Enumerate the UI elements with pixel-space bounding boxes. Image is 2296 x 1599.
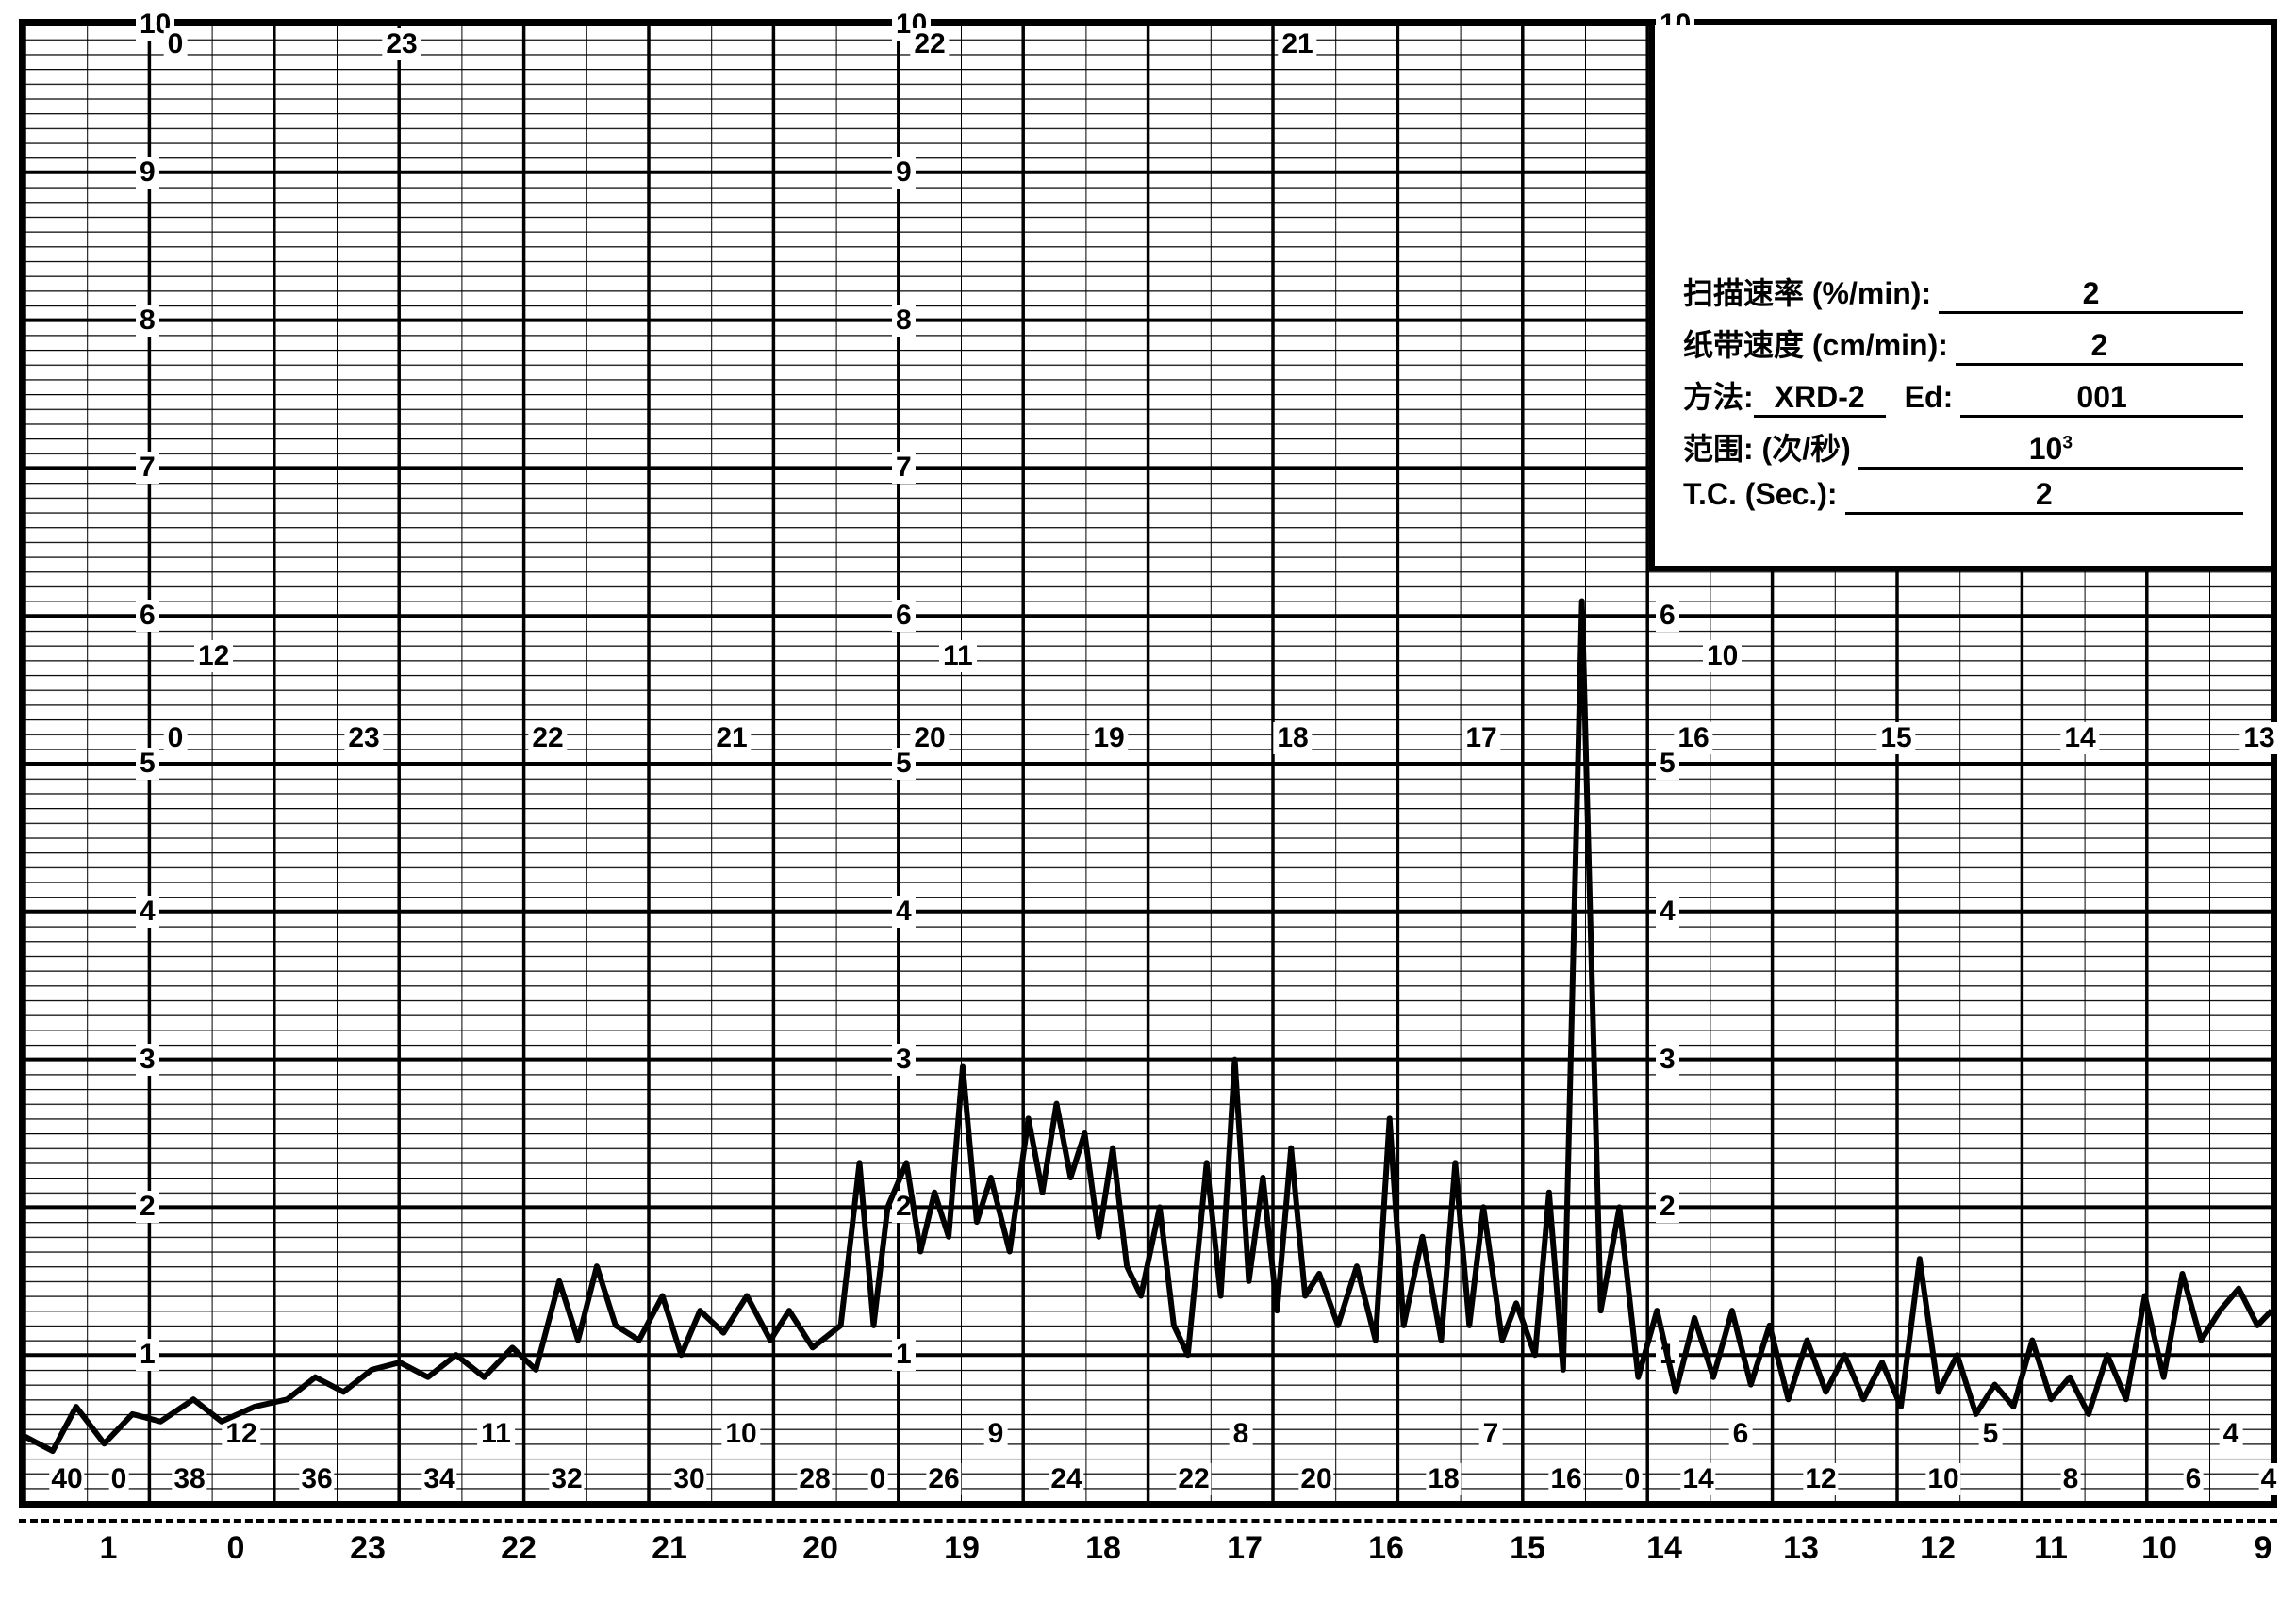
outer-bottom-label: 22 bbox=[501, 1530, 537, 1567]
method-label: 方法: bbox=[1683, 373, 1754, 417]
scan-rate-value: 2 bbox=[1939, 276, 2243, 314]
outer-bottom-label: 1 bbox=[100, 1530, 118, 1567]
range-row: 范围: (次/秒) 103 bbox=[1683, 425, 2243, 470]
outer-bottom-label: 0 bbox=[227, 1530, 245, 1567]
method-value: XRD-2 bbox=[1754, 380, 1886, 418]
outer-bottom-label: 16 bbox=[1368, 1530, 1404, 1567]
range-label: 范围: (次/秒) bbox=[1683, 425, 1851, 469]
outer-bottom-label: 20 bbox=[802, 1530, 838, 1567]
outer-bottom-label: 19 bbox=[944, 1530, 980, 1567]
outer-bottom-label: 15 bbox=[1510, 1530, 1545, 1567]
outer-bottom-label: 21 bbox=[652, 1530, 687, 1567]
range-value: 103 bbox=[1858, 432, 2243, 470]
tc-row: T.C. (Sec.): 2 bbox=[1683, 477, 2243, 515]
tape-speed-value: 2 bbox=[1956, 328, 2243, 366]
ed-label: Ed: bbox=[1905, 380, 1954, 415]
method-row: 方法: XRD-2 Ed: 001 bbox=[1683, 373, 2243, 418]
tc-value: 2 bbox=[1845, 477, 2243, 515]
ed-value: 001 bbox=[1960, 380, 2243, 418]
tc-label: T.C. (Sec.): bbox=[1683, 477, 1838, 512]
outer-bottom-label: 17 bbox=[1227, 1530, 1263, 1567]
tape-speed-label: 纸带速度 (cm/min): bbox=[1683, 321, 1948, 365]
tape-speed-row: 纸带速度 (cm/min): 2 bbox=[1683, 321, 2243, 366]
outer-bottom-label: 18 bbox=[1085, 1530, 1121, 1567]
outer-bottom-label: 13 bbox=[1783, 1530, 1819, 1567]
xrd-chart: 扫描速率 (%/min): 2 纸带速度 (cm/min): 2 方法: XRD… bbox=[19, 19, 2277, 1508]
outer-bottom-label: 10 bbox=[2141, 1530, 2177, 1567]
scan-rate-row: 扫描速率 (%/min): 2 bbox=[1683, 270, 2243, 314]
outer-bottom-label: 23 bbox=[350, 1530, 386, 1567]
scan-rate-label: 扫描速率 (%/min): bbox=[1683, 270, 1931, 313]
outer-bottom-label: 9 bbox=[2255, 1530, 2272, 1567]
outer-bottom-label: 12 bbox=[1920, 1530, 1956, 1567]
bottom-axis: 10232221201918171615141312111098 bbox=[19, 1519, 2277, 1566]
outer-bottom-label: 11 bbox=[2034, 1530, 2068, 1567]
outer-bottom-label: 14 bbox=[1646, 1530, 1682, 1567]
parameter-box: 扫描速率 (%/min): 2 纸带速度 (cm/min): 2 方法: XRD… bbox=[1649, 25, 2271, 571]
